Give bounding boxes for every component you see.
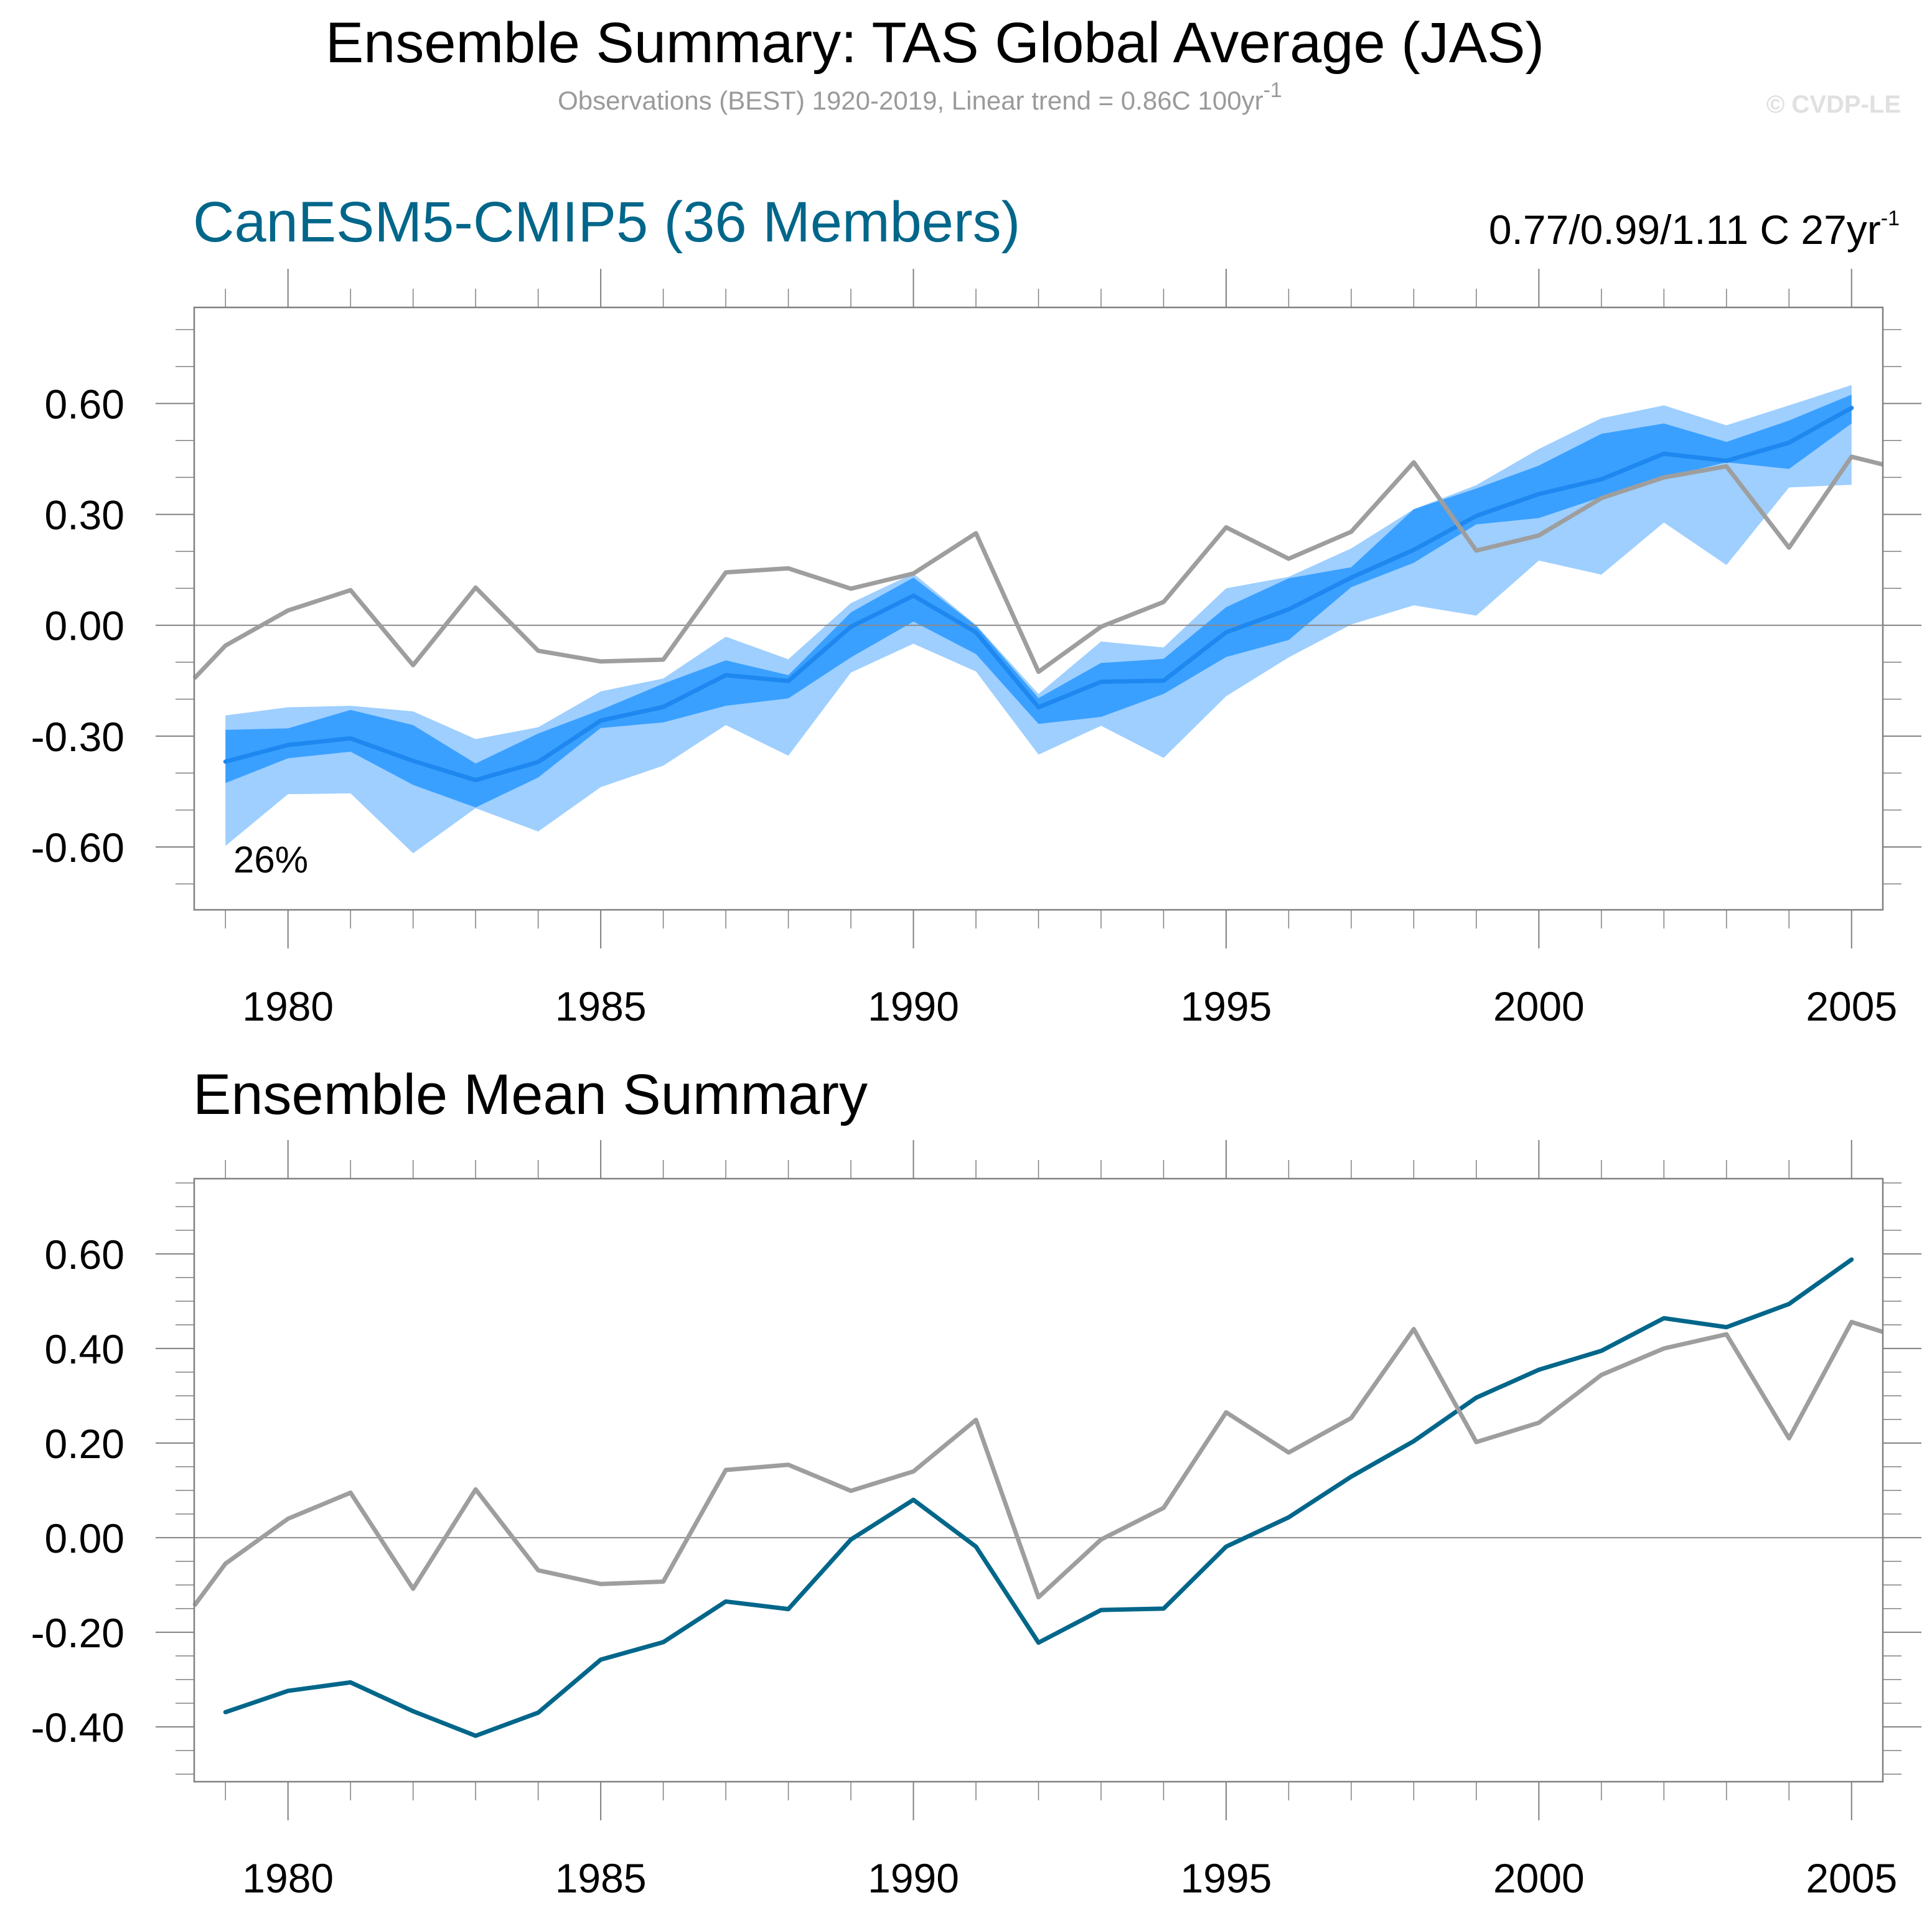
panel2-xtick-label: 1980: [242, 1855, 334, 1901]
panel1-xtick-label: 1995: [1181, 983, 1272, 1029]
panel1-xtick-label: 1980: [242, 983, 334, 1029]
figure-title: Ensemble Summary: TAS Global Average (JA…: [326, 11, 1544, 75]
panel2-ytick-label: 0.40: [45, 1326, 124, 1372]
panel2-observations-line: [192, 1319, 1884, 1607]
panel1-ytick-label: 0.30: [45, 492, 124, 538]
panel1-trend-text: 0.77/0.99/1.11 C 27yr: [1489, 207, 1881, 253]
panel1-plot: 0.60 0.30 0.00 -0.30 -0.60 1980 1985 1990 1995 20…: [31, 269, 1921, 1029]
panel2-xtick-label: 1995: [1181, 1855, 1272, 1901]
panel2-ensemble-mean-line: [223, 1257, 1854, 1738]
panel2-frame: [193, 1177, 1884, 1783]
panel1-xtick-label: 1990: [868, 983, 959, 1029]
panel2-ytick-label: 0.00: [45, 1515, 124, 1561]
panel1-ytick-label: -0.60: [31, 825, 124, 871]
panel1-xtick-label: 1985: [555, 983, 647, 1029]
panel1-xtick-label: 2000: [1493, 983, 1585, 1029]
panel2-xtick-label: 2000: [1493, 1855, 1585, 1901]
panel2-xtick-label: 1990: [868, 1855, 959, 1901]
copyright-label: © CVDP-LE: [1766, 91, 1901, 118]
panel1-ytick-label: 0.00: [45, 603, 124, 649]
figure-subtitle-text: Observations (BEST) 1920-2019, Linear tr…: [558, 86, 1263, 115]
panel2-ytick-label: 0.60: [45, 1232, 124, 1278]
panel1-xtick-label: 2005: [1806, 983, 1897, 1029]
panel1-trend-label: 0.77/0.99/1.11 C 27yr-1: [1489, 207, 1900, 253]
panel1-ytick-label: 0.60: [45, 381, 124, 427]
panel1-inner-range-band: [225, 395, 1852, 808]
figure-subtitle: Observations (BEST) 1920-2019, Linear tr…: [558, 78, 1282, 115]
panel2-ytick-label: -0.40: [31, 1705, 124, 1751]
panel1-trend-sup: -1: [1881, 207, 1900, 230]
panel2-title: Ensemble Mean Summary: [193, 1063, 868, 1126]
panel1-title: CanESM5-CMIP5 (36 Members): [193, 190, 1020, 254]
panel2-plot: 0.60 0.40 0.20 0.00 -0.20 -0.40 1980 1985 1990 19…: [31, 1140, 1921, 1901]
panel2-ytick-label: 0.20: [45, 1421, 124, 1467]
panel2-xtick-label: 2005: [1806, 1855, 1897, 1901]
panel2-ytick-label: -0.20: [31, 1610, 124, 1656]
panel1-observations-line: [192, 454, 1883, 680]
panel1-ytick-label: -0.30: [31, 714, 124, 760]
figure-subtitle-sup: -1: [1264, 78, 1282, 102]
panel1-frame: [193, 306, 1884, 911]
panel1-percent-label: 26%: [233, 839, 308, 881]
panel2-xtick-label: 1985: [555, 1855, 647, 1901]
panel1-ensemble-mean-line: [223, 406, 1854, 783]
